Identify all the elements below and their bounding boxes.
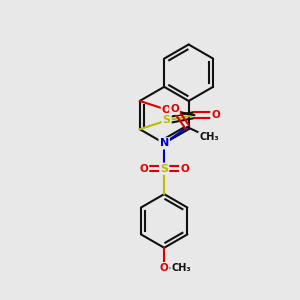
Text: O: O bbox=[140, 164, 148, 174]
Text: S: S bbox=[160, 164, 168, 174]
Text: S: S bbox=[163, 116, 171, 125]
Text: O: O bbox=[162, 105, 171, 115]
Text: O: O bbox=[180, 164, 189, 174]
Text: CH₃: CH₃ bbox=[171, 263, 191, 273]
Text: O: O bbox=[211, 110, 220, 120]
Text: N: N bbox=[160, 138, 169, 148]
Text: CH₃: CH₃ bbox=[199, 132, 219, 142]
Text: O: O bbox=[160, 263, 169, 273]
Text: O: O bbox=[170, 104, 179, 114]
